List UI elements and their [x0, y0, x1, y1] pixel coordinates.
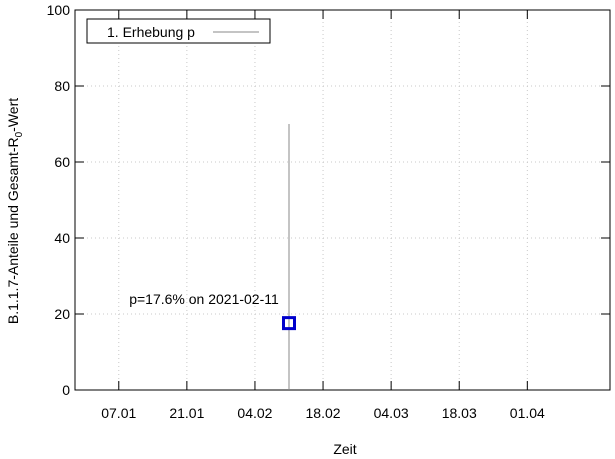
y-axis-label-subscript: 0	[14, 131, 25, 137]
x-tick-label: 01.04	[510, 405, 545, 421]
point-annotation: p=17.6% on 2021-02-11	[129, 291, 279, 307]
legend: 1. Erhebung p	[86, 18, 271, 44]
y-tick-label: 20	[54, 306, 70, 322]
x-tick-label: 04.03	[374, 405, 409, 421]
x-tick-label: 18.03	[442, 405, 477, 421]
legend-entry-label: 1. Erhebung p	[107, 24, 195, 40]
x-tick-label: 18.02	[306, 405, 341, 421]
x-tick-label: 04.02	[237, 405, 272, 421]
y-axis-label-main: B.1.1.7-Anteile und Gesamt-R	[5, 137, 21, 324]
legend-box	[86, 18, 271, 44]
y-tick-label: 80	[54, 78, 70, 94]
grid	[75, 10, 610, 390]
plot-frame	[74, 9, 611, 391]
y-tick-label: 60	[54, 154, 70, 170]
x-tick-label: 07.01	[101, 405, 136, 421]
y-axis-label: B.1.1.7-Anteile und Gesamt-R0-Wert	[5, 98, 25, 324]
x-tick-label: 21.01	[169, 405, 204, 421]
data-series	[282, 124, 296, 390]
y-tick-label: 100	[47, 2, 71, 18]
x-axis-label: Zeit	[333, 441, 356, 457]
data-point	[282, 316, 296, 331]
y-tick-label: 0	[62, 382, 70, 398]
y-axis-label-end: -Wert	[5, 98, 21, 132]
y-tick-label: 40	[54, 230, 70, 246]
x-axis-ticks: 07.01 21.01 04.02 18.02 04.03 18.03 01.04	[101, 10, 545, 421]
y-axis-ticks: 0 20 40 60 80 100	[47, 2, 610, 398]
